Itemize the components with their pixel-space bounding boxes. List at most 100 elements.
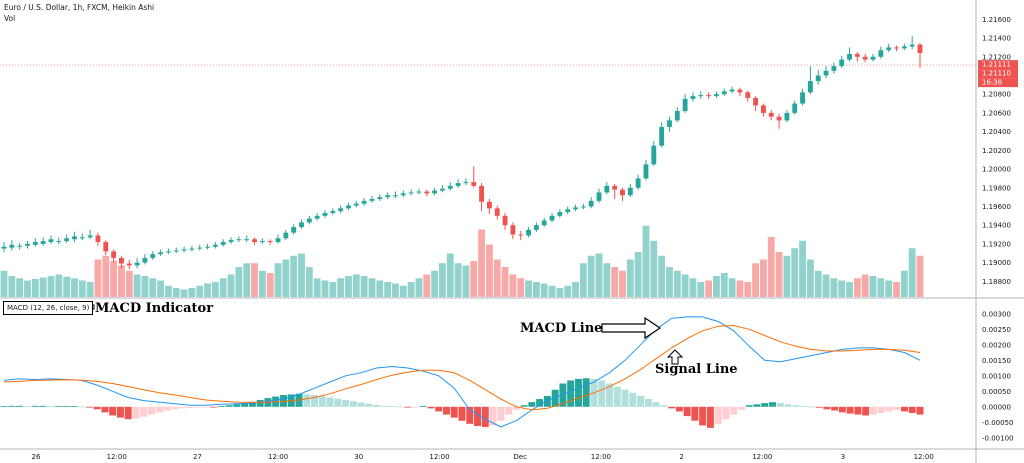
volume-bar [376,280,384,297]
candle-body [385,195,391,198]
macd-tick-label: 0.00250 [982,326,1011,334]
histogram-bar [427,406,435,409]
histogram-bar [179,406,187,409]
price-tick-label: 1.19400 [982,222,1011,230]
volume-bar [188,288,196,297]
histogram-bar [908,406,916,413]
candle-body [698,95,704,97]
candle-body [158,252,164,255]
histogram-bar [714,406,722,424]
histogram-bar [497,406,505,421]
histogram-bar [574,378,582,407]
volume-bar [525,280,532,297]
histogram-bar [210,406,218,408]
candle-body [815,75,821,82]
candle-body [463,182,469,184]
candle-body [416,191,422,193]
histogram-bar [318,396,326,407]
volume-bar [846,282,853,297]
candle-body [283,232,289,239]
volume-bar [564,285,572,297]
candle-body [56,241,62,243]
candle-body [760,105,766,113]
volume-bar [384,282,392,297]
volume-bar [752,263,760,297]
volume-bar [16,278,24,297]
histogram-bar [256,399,264,407]
volume-bar [713,276,720,297]
volume-bar [517,278,525,297]
candle-body [432,190,438,194]
price-tick-label: 1.21200 [982,53,1011,61]
candle-body [361,200,367,204]
candle-body [142,257,148,263]
histogram-bar [792,405,800,407]
macd-legend[interactable]: MACD (12, 26, close, 9) [3,301,94,315]
volume-bar [861,274,869,297]
candle-body [541,220,547,226]
volume-bar [775,252,783,297]
volume-bar [838,280,846,297]
volume-bar [157,280,164,297]
histogram-bar [109,406,117,416]
candle-body [588,200,594,207]
histogram-bar [900,406,908,412]
histogram-bar [225,405,233,407]
volume-bar [642,225,650,297]
annotation-signal-line: Signal Line [655,362,738,377]
volume-bar [478,229,485,297]
histogram-bar [551,389,559,407]
candle-body [244,239,250,241]
candle-body [126,263,132,266]
candle-body [471,182,477,186]
volume-bar [595,253,603,297]
volume-bar [658,255,666,297]
volume-bar [579,263,587,297]
volume-bar [133,274,141,297]
histogram-bar [815,406,823,408]
time-tick-label: 30 [354,453,363,461]
volume-bar [869,276,877,297]
price-tag-label: 1.21111 [982,61,1011,69]
histogram-bar [0,406,8,407]
volume-bar [211,282,219,297]
candle-body [776,116,782,121]
volume-bar [298,253,305,297]
histogram-bar [124,406,132,420]
histogram-bar [598,380,606,407]
volume-bar [266,273,274,297]
histogram-bar [93,406,101,410]
volume-bar [431,270,439,297]
histogram-bar [411,406,419,408]
volume-bar [611,267,619,297]
volume-bar [24,280,31,297]
histogram-bar [776,403,784,407]
volume-bar [204,283,211,297]
histogram-bar [862,406,870,416]
candle-body [393,195,398,197]
candle-body [197,247,203,249]
volume-bar [509,274,517,297]
histogram-bar [248,401,256,407]
volume-bar [572,282,579,297]
histogram-bar [396,406,404,408]
histogram-bar [730,406,738,415]
volume-bar [470,261,478,297]
histogram-bar [606,383,613,407]
candle-body [745,92,751,98]
candle-body [447,185,453,189]
volume-bar [666,267,673,297]
candle-body [228,240,234,243]
candle-body [9,244,15,248]
volume-bar [290,255,298,297]
candle-body [111,251,117,258]
histogram-bar [629,392,637,407]
time-tick-label: 12:00 [107,453,127,461]
volume-bar [125,270,133,297]
candle-body [205,246,210,248]
volume-bar [728,278,736,297]
histogram-bar [854,406,862,415]
candle-body [706,95,712,97]
candle-body [150,254,156,258]
volume-bar [885,280,893,297]
